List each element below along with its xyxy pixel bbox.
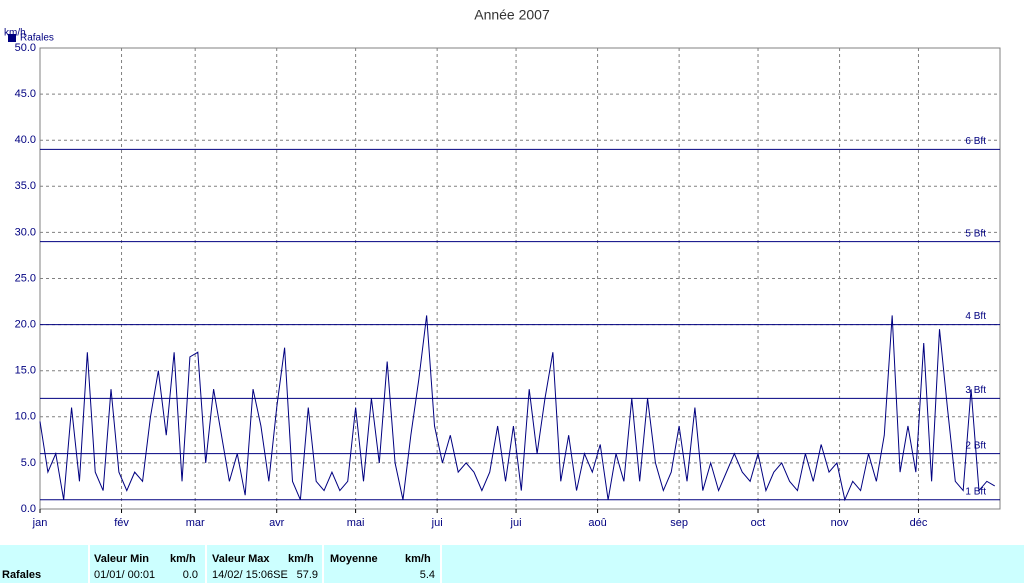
summary-table: Rafales Valeur Min km/h 01/01/ 00:01 0.0… [0,545,1024,583]
cell: 01/01/ 00:01 [94,569,156,581]
header: Moyenne [330,553,378,565]
reference-label: 4 Bft [965,311,986,322]
y-tick-label: 30.0 [15,226,36,238]
y-tick-label: 35.0 [15,180,36,192]
y-tick-label: 5.0 [21,457,36,469]
header: Valeur Max [212,553,270,565]
reference-label: 1 Bft [965,486,986,497]
x-tick-label: avr [269,517,285,529]
data-line [39,315,995,502]
y-tick-label: 25.0 [15,272,36,284]
row-label: Rafales [2,569,42,581]
y-axis-label: km/h [4,28,26,39]
header: Valeur Min [94,553,150,565]
x-tick-label: jan [32,517,48,529]
y-tick-label: 20.0 [15,319,36,331]
cell: 14/02/ 15:06SE [212,569,288,581]
y-tick-label: 10.0 [15,411,36,423]
reference-label: 3 Bft [965,385,986,396]
y-tick-label: 15.0 [15,365,36,377]
legend-swatch [8,34,16,42]
x-tick-label: aoû [588,517,606,529]
cell: 5.4 [419,569,435,581]
separator [205,545,207,583]
y-tick-label: 40.0 [15,134,36,146]
x-tick-label: jui [431,517,443,529]
x-tick-label: oct [751,517,766,529]
x-tick-label: mai [347,517,365,529]
y-tick-label: 0.0 [21,503,36,515]
y-tick-label: 50.0 [15,42,36,54]
separator [88,545,90,583]
x-tick-label: jui [510,517,522,529]
y-tick-label: 45.0 [15,88,36,100]
chart: Année 2007 km/h 0.0 5.0 10.0 15.0 20.0 25.0 30… [4,7,1001,529]
separator [440,545,442,583]
x-tick-label: fév [114,517,129,529]
header: km/h [405,553,431,565]
cell: 57.9 [296,569,318,581]
chart-title: Année 2007 [474,7,550,23]
x-tick-label: mar [186,517,205,529]
x-tick-label: sep [670,517,688,529]
reference-label: 6 Bft [965,136,986,147]
x-tick-label: nov [831,517,849,529]
separator [322,545,324,583]
header: km/h [170,553,196,565]
header: km/h [288,553,314,565]
legend-label: Rafales [20,33,54,44]
cell: 0.0 [182,569,198,581]
reference-label: 5 Bft [965,228,986,239]
x-tick-label: déc [910,517,928,529]
